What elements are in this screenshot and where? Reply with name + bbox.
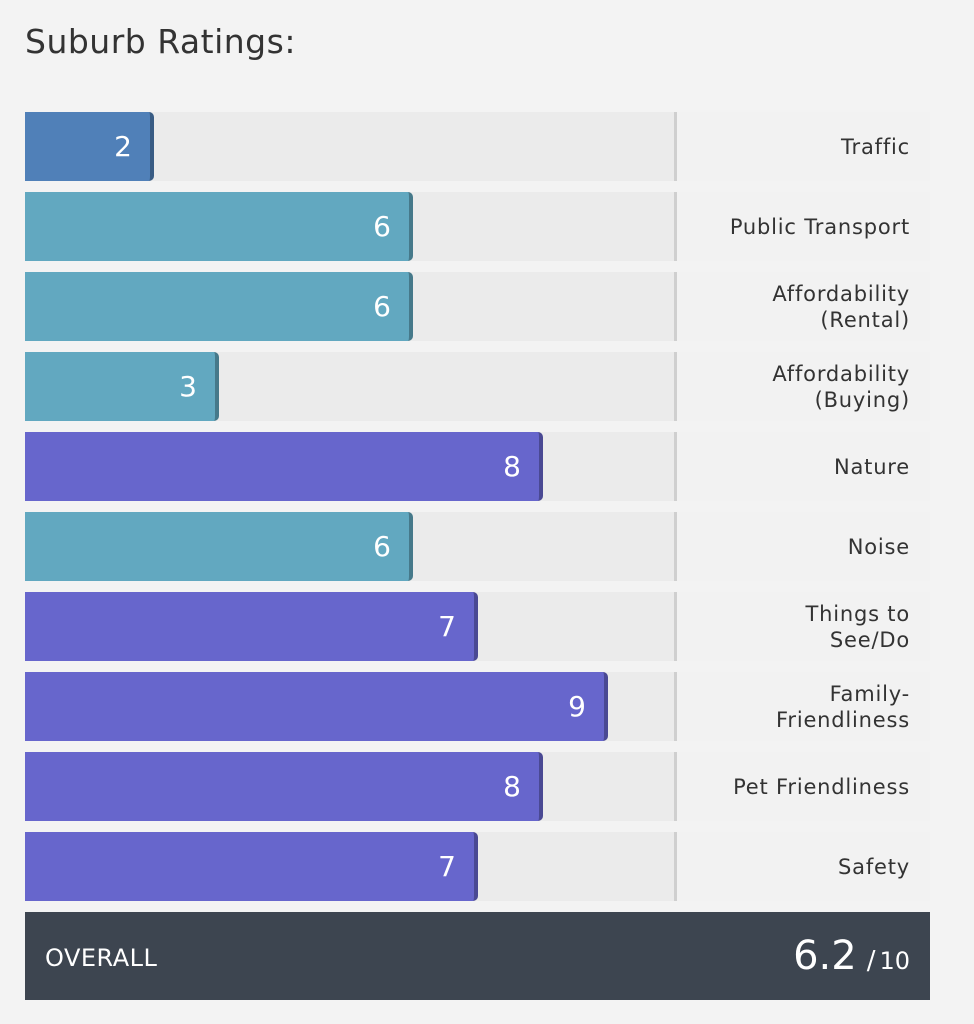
row-divider	[674, 272, 677, 341]
rating-value: 8	[503, 450, 521, 483]
rating-label-cell: Public Transport	[677, 192, 930, 261]
row-divider	[674, 672, 677, 741]
rating-category-label: Safety	[838, 854, 910, 879]
rating-value: 2	[114, 130, 132, 163]
rating-bar: 8	[25, 752, 543, 821]
row-divider	[674, 112, 677, 181]
rating-label-cell: Affordability (Buying)	[677, 352, 930, 421]
rating-category-label: Public Transport	[729, 214, 910, 239]
overall-panel: OVERALL 6.2 /10	[25, 912, 930, 1000]
overall-score: 6.2 /10	[793, 912, 910, 1000]
rating-category-label: Things to See/Do	[805, 601, 910, 652]
rating-label-cell: Traffic	[677, 112, 930, 181]
rating-bar: 9	[25, 672, 608, 741]
row-divider	[674, 592, 677, 661]
rating-label-cell: Nature	[677, 432, 930, 501]
bar-track: 3	[25, 352, 675, 421]
row-divider	[674, 432, 677, 501]
rating-value: 7	[438, 610, 456, 643]
bar-track: 6	[25, 512, 675, 581]
overall-label: OVERALL	[45, 944, 158, 972]
rating-row: 6 Noise	[25, 512, 930, 581]
rating-bar: 6	[25, 512, 413, 581]
overall-score-max: 10	[879, 947, 910, 975]
bar-track: 2	[25, 112, 675, 181]
rating-category-label: Affordability (Buying)	[772, 361, 910, 412]
overall-score-value: 6.2	[793, 933, 857, 979]
rating-row: 8 Nature	[25, 432, 930, 501]
rating-value: 6	[373, 530, 391, 563]
bar-track: 8	[25, 752, 675, 821]
rating-label-cell: Pet Friendliness	[677, 752, 930, 821]
rating-row: 6 Public Transport	[25, 192, 930, 261]
rating-label-cell: Family- Friendliness	[677, 672, 930, 741]
row-divider	[674, 192, 677, 261]
rating-row: 8 Pet Friendliness	[25, 752, 930, 821]
page-title: Suburb Ratings:	[25, 22, 296, 61]
bar-track: 7	[25, 592, 675, 661]
rating-label-cell: Things to See/Do	[677, 592, 930, 661]
ratings-chart: 2 Traffic 6 Public Transport 6 Affordability …	[25, 112, 930, 912]
rating-bar: 6	[25, 192, 413, 261]
rating-value: 8	[503, 770, 521, 803]
rating-row: 2 Traffic	[25, 112, 930, 181]
rating-row: 7 Things to See/Do	[25, 592, 930, 661]
rating-value: 6	[373, 210, 391, 243]
bar-track: 9	[25, 672, 675, 741]
row-divider	[674, 832, 677, 901]
rating-label-cell: Affordability (Rental)	[677, 272, 930, 341]
bar-track: 7	[25, 832, 675, 901]
bar-track: 6	[25, 192, 675, 261]
rating-value: 3	[179, 370, 197, 403]
rating-value: 9	[568, 690, 586, 723]
rating-category-label: Nature	[833, 454, 910, 479]
rating-category-label: Family- Friendliness	[776, 681, 910, 732]
rating-category-label: Noise	[847, 534, 910, 559]
rating-label-cell: Noise	[677, 512, 930, 581]
rating-value: 6	[373, 290, 391, 323]
rating-bar: 6	[25, 272, 413, 341]
row-divider	[674, 512, 677, 581]
rating-category-label: Affordability (Rental)	[772, 281, 910, 332]
row-divider	[674, 352, 677, 421]
rating-row: 9 Family- Friendliness	[25, 672, 930, 741]
rating-row: 6 Affordability (Rental)	[25, 272, 930, 341]
bar-track: 8	[25, 432, 675, 501]
rating-category-label: Traffic	[840, 134, 910, 159]
bar-track: 6	[25, 272, 675, 341]
rating-category-label: Pet Friendliness	[733, 774, 910, 799]
row-divider	[674, 752, 677, 821]
rating-bar: 2	[25, 112, 154, 181]
rating-label-cell: Safety	[677, 832, 930, 901]
rating-bar: 7	[25, 832, 478, 901]
rating-bar: 8	[25, 432, 543, 501]
rating-row: 7 Safety	[25, 832, 930, 901]
rating-bar: 3	[25, 352, 219, 421]
overall-score-slash: /	[866, 946, 876, 976]
rating-value: 7	[438, 850, 456, 883]
rating-row: 3 Affordability (Buying)	[25, 352, 930, 421]
rating-bar: 7	[25, 592, 478, 661]
